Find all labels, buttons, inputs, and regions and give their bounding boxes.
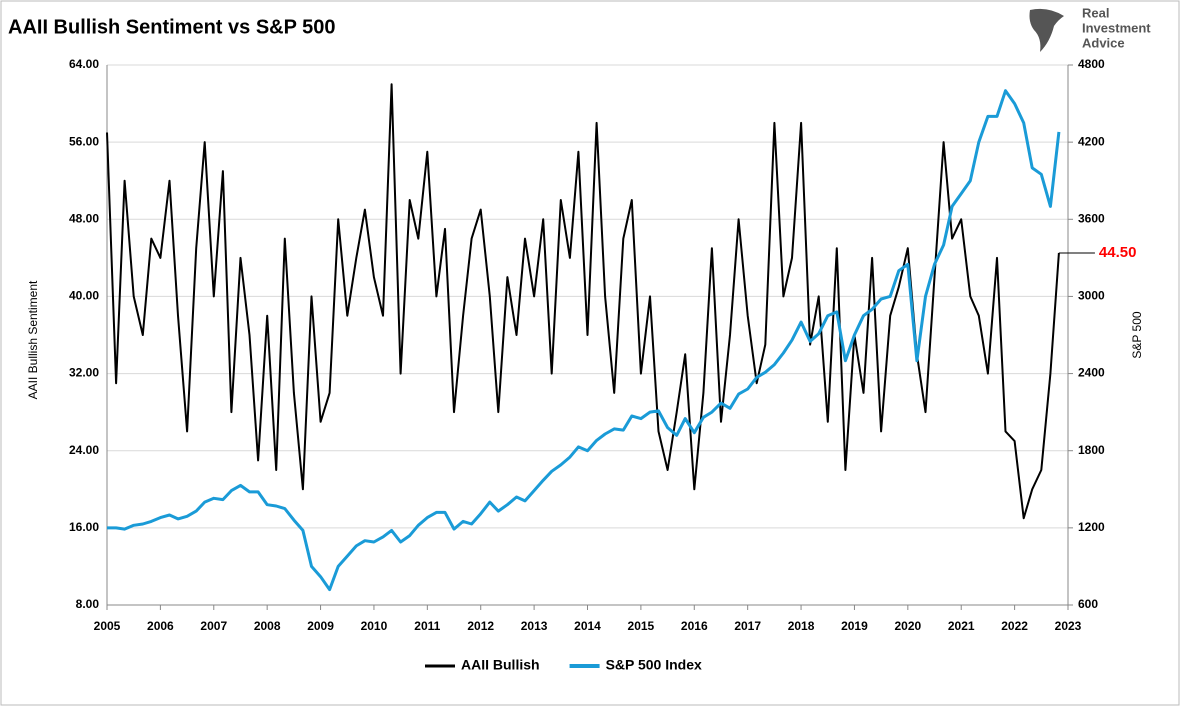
- x-tick-label: 2021: [948, 619, 975, 633]
- y2-tick-label: 2400: [1078, 366, 1105, 380]
- y-axis-title: AAII Bullish Sentiment: [26, 280, 40, 399]
- y2-tick-label: 3000: [1078, 289, 1105, 303]
- x-tick-label: 2007: [200, 619, 227, 633]
- x-tick-label: 2011: [414, 619, 440, 633]
- y-tick-label: 24.00: [69, 443, 99, 457]
- x-tick-label: 2018: [788, 619, 815, 633]
- line-series: [107, 89, 1061, 592]
- y-tick-label: 64.00: [69, 57, 99, 71]
- logo-icon: [1029, 8, 1064, 52]
- legend-label: AAII Bullish: [461, 657, 540, 673]
- y2-tick-label: 4800: [1078, 57, 1105, 71]
- x-tick-label: 2005: [94, 619, 121, 633]
- y-tick-label: 56.00: [69, 134, 99, 148]
- y2-tick-label: 1800: [1078, 443, 1105, 457]
- x-tick-label: 2017: [734, 619, 761, 633]
- y2-tick-label: 600: [1078, 597, 1098, 611]
- x-tick-label: 2013: [521, 619, 548, 633]
- x-tick-label: 2010: [361, 619, 388, 633]
- logo-text: Real: [1082, 5, 1109, 20]
- x-tick-label: 2012: [467, 619, 494, 633]
- x-tick-label: 2019: [841, 619, 868, 633]
- x-tick-label: 2006: [147, 619, 174, 633]
- y-tick-label: 48.00: [69, 211, 99, 225]
- chart-title: AAII Bullish Sentiment vs S&P 500: [8, 16, 336, 38]
- line-series: [106, 83, 1060, 520]
- x-tick-label: 2023: [1055, 619, 1082, 633]
- x-tick-label: 2008: [254, 619, 281, 633]
- y-tick-label: 16.00: [69, 520, 99, 534]
- x-tick-label: 2009: [307, 619, 334, 633]
- y2-tick-label: 3600: [1078, 211, 1105, 225]
- logo-text: Advice: [1082, 35, 1125, 50]
- x-tick-label: 2015: [628, 619, 655, 633]
- x-tick-label: 2022: [1001, 619, 1028, 633]
- logo-text: Investment: [1082, 20, 1151, 35]
- legend-label: S&P 500 Index: [606, 657, 702, 673]
- y2-axis-title: S&P 500: [1130, 311, 1144, 358]
- y2-tick-label: 4200: [1078, 134, 1105, 148]
- y2-tick-label: 1200: [1078, 520, 1105, 534]
- y-tick-label: 40.00: [69, 289, 99, 303]
- y-tick-label: 8.00: [76, 597, 100, 611]
- x-tick-label: 2014: [574, 619, 601, 633]
- x-tick-label: 2016: [681, 619, 708, 633]
- x-tick-label: 2020: [894, 619, 921, 633]
- y-tick-label: 32.00: [69, 366, 99, 380]
- annotation: 44.50: [1099, 244, 1137, 261]
